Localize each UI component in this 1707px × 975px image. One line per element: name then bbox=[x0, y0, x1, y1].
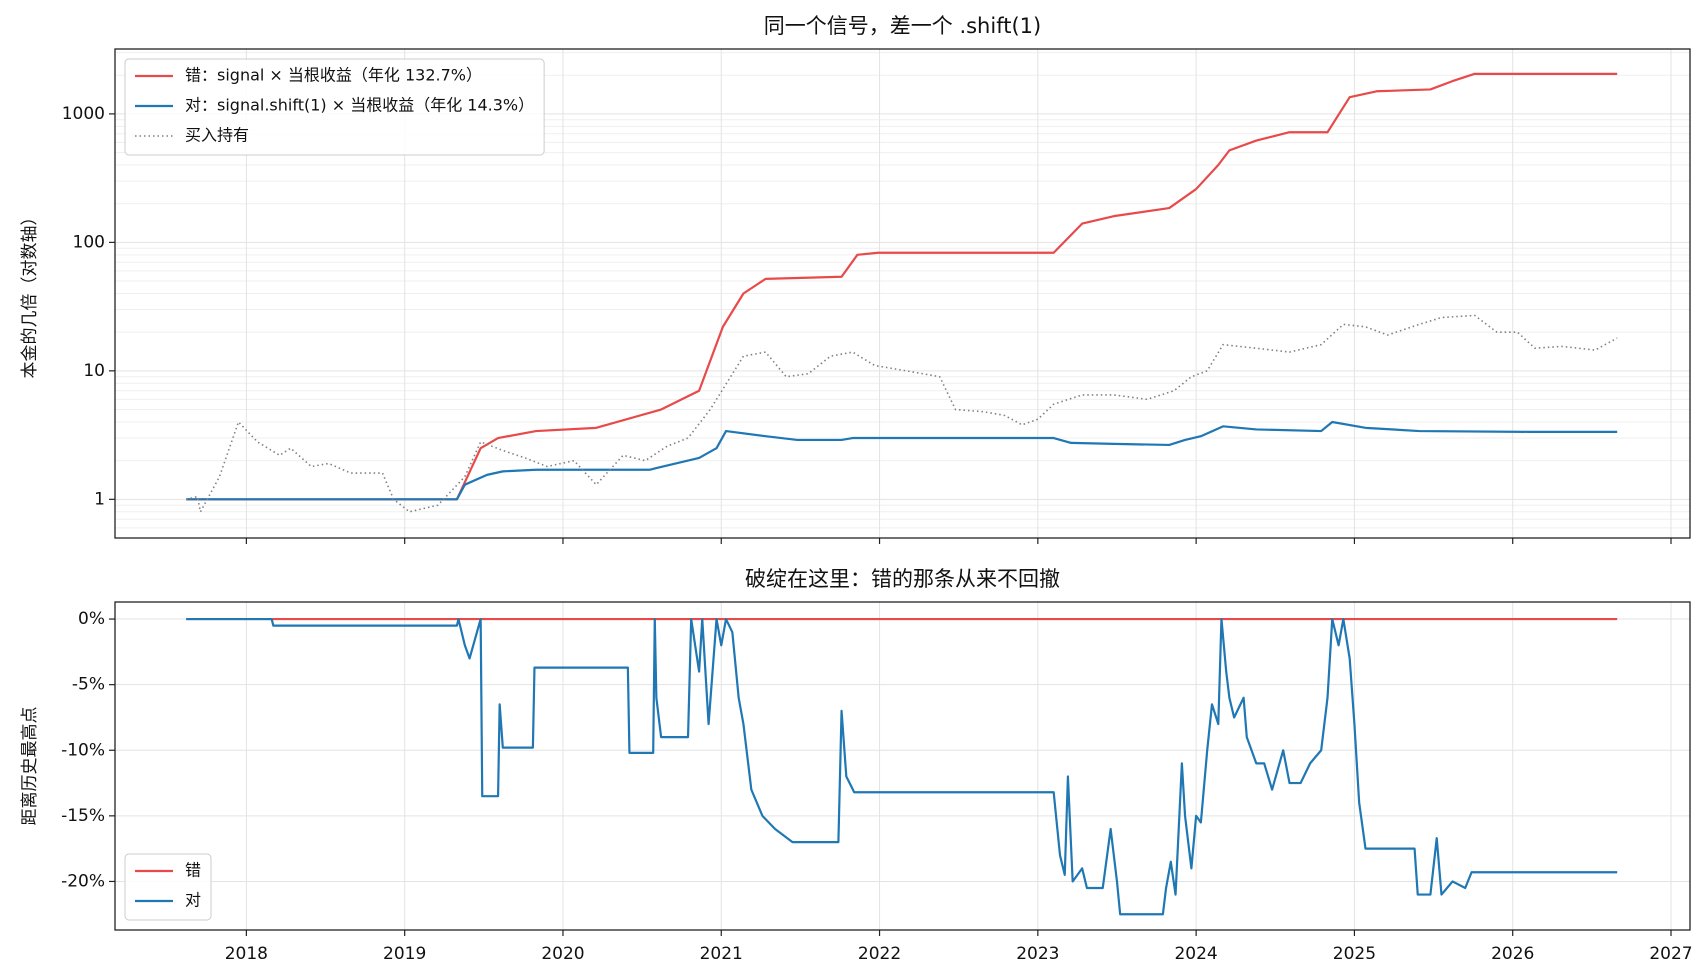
y-tick-label: -15% bbox=[61, 806, 105, 826]
y-tick-label: 0% bbox=[78, 609, 105, 629]
series-line bbox=[186, 72, 1618, 501]
x-tick-label: 2025 bbox=[1333, 944, 1376, 964]
y-tick-label: 100 bbox=[73, 232, 105, 252]
x-tick-label: 2026 bbox=[1491, 944, 1534, 964]
legend-box bbox=[124, 58, 545, 156]
x-tick-label: 2022 bbox=[858, 944, 901, 964]
x-tick-label: 2020 bbox=[541, 944, 584, 964]
axes-frame bbox=[114, 48, 1691, 539]
legend-label: 错 bbox=[185, 861, 201, 880]
y-axis-label: 本金的几倍（对数轴） bbox=[20, 209, 40, 379]
x-tick-label: 2023 bbox=[1016, 944, 1059, 964]
series-line bbox=[186, 314, 1618, 513]
axes-frame bbox=[114, 601, 1691, 931]
panel: 2018 2019 2020 2021 2022 2023 2024 2025 2026 2027… bbox=[20, 567, 1693, 964]
panel-title: 破绽在这里：错的那条从来不回撤 bbox=[745, 567, 1060, 591]
y-tick-label: 1 bbox=[94, 489, 105, 509]
y-tick-label: -20% bbox=[61, 871, 105, 891]
x-tick-label: 2024 bbox=[1174, 944, 1217, 964]
x-tick-label: 2018 bbox=[225, 944, 268, 964]
legend-label: 错：signal × 当根收益（年化 132.7%） bbox=[185, 66, 482, 85]
x-tick-label: 2021 bbox=[700, 944, 743, 964]
legend: 错对 bbox=[124, 853, 212, 921]
panel: 1 10 100 1000 同一个信号，差一个 .shift(1) 本金的几倍（对数轴） 错… bbox=[20, 14, 1691, 544]
y-tick-label: -5% bbox=[72, 675, 105, 695]
legend-label: 买入持有 bbox=[185, 126, 249, 145]
series-line bbox=[186, 420, 1618, 501]
y-tick-label: 10 bbox=[83, 361, 105, 381]
legend-label: 对：signal.shift(1) × 当根收益（年化 14.3%） bbox=[185, 96, 534, 115]
y-tick-label: 1000 bbox=[62, 104, 105, 124]
panel-title: 同一个信号，差一个 .shift(1) bbox=[764, 14, 1041, 38]
series-line bbox=[186, 617, 1618, 916]
legend-label: 对 bbox=[185, 891, 201, 910]
y-axis-label: 距离历史最高点 bbox=[20, 707, 40, 826]
legend: 错：signal × 当根收益（年化 132.7%） 对：signal.shift… bbox=[124, 58, 545, 156]
x-tick-label: 2019 bbox=[383, 944, 426, 964]
x-tick-label: 2027 bbox=[1649, 944, 1692, 964]
y-tick-label: -10% bbox=[61, 740, 105, 760]
